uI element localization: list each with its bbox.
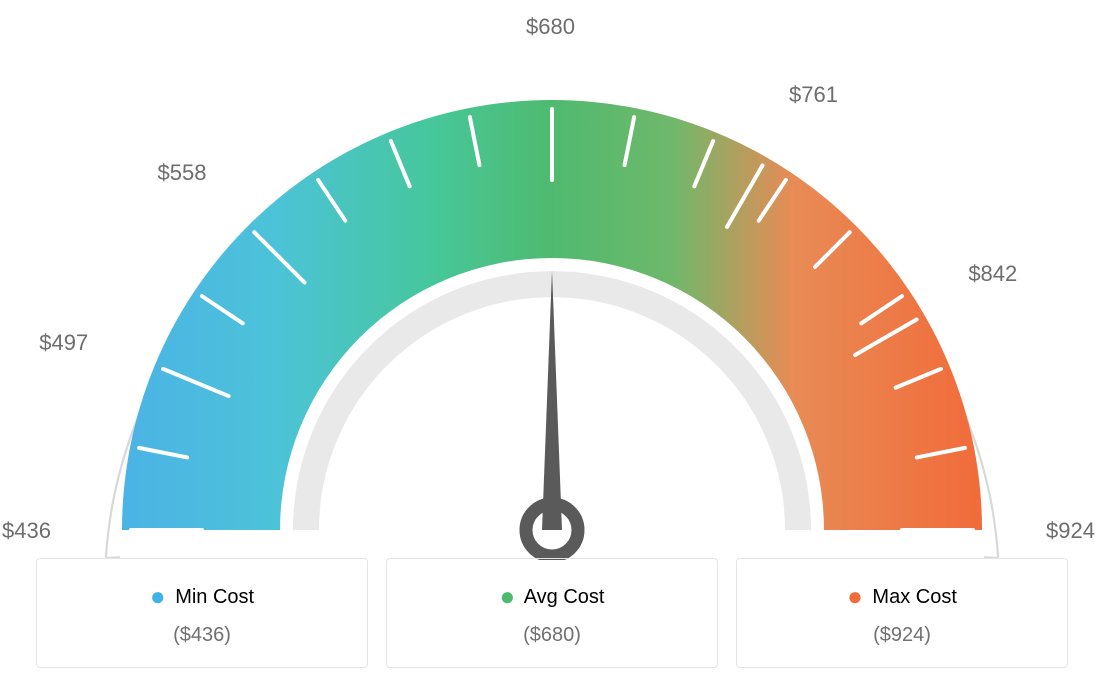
gauge-tick-label: $497 bbox=[39, 330, 88, 356]
gauge-tick-label: $761 bbox=[789, 82, 838, 108]
legend-title-text: Max Cost bbox=[872, 586, 956, 608]
gauge-tick-label: $558 bbox=[158, 160, 207, 186]
legend-title-min: ● Min Cost bbox=[47, 581, 357, 612]
gauge-tick-label: $680 bbox=[526, 14, 575, 40]
dot-icon: ● bbox=[500, 581, 516, 611]
dot-icon: ● bbox=[150, 581, 166, 611]
legend-card-max: ● Max Cost ($924) bbox=[736, 558, 1068, 668]
legend-value-max: ($924) bbox=[747, 624, 1057, 647]
legend-card-min: ● Min Cost ($436) bbox=[36, 558, 368, 668]
legend-row: ● Min Cost ($436) ● Avg Cost ($680) ● Ma… bbox=[36, 558, 1068, 668]
gauge-area: $436 $497 $558 $680 $761 $842 $924 bbox=[0, 0, 1104, 550]
legend-title-text: Avg Cost bbox=[524, 586, 605, 608]
dot-icon: ● bbox=[847, 581, 863, 611]
legend-title-avg: ● Avg Cost bbox=[397, 581, 707, 612]
legend-value-avg: ($680) bbox=[397, 624, 707, 647]
legend-value-min: ($436) bbox=[47, 624, 357, 647]
gauge-tick-label: $842 bbox=[968, 261, 1017, 287]
gauge-tick-label: $436 bbox=[2, 518, 51, 544]
legend-title-text: Min Cost bbox=[175, 586, 254, 608]
legend-title-max: ● Max Cost bbox=[747, 581, 1057, 612]
legend-card-avg: ● Avg Cost ($680) bbox=[386, 558, 718, 668]
cost-gauge-chart: { "gauge": { "type": "gauge", "min_value… bbox=[0, 0, 1104, 690]
gauge-svg bbox=[0, 0, 1104, 560]
gauge-tick-label: $924 bbox=[1046, 518, 1095, 544]
